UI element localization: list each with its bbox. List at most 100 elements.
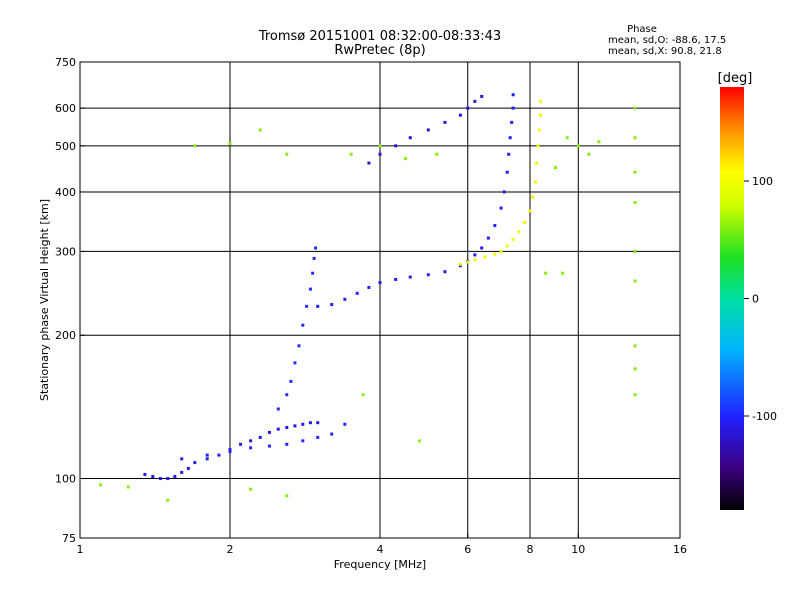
data-point [301, 439, 305, 443]
data-point [473, 253, 477, 257]
data-point [633, 136, 637, 140]
data-point [533, 180, 537, 184]
data-point [511, 106, 515, 110]
data-point [312, 256, 316, 260]
data-point [249, 446, 253, 450]
y-tick-label: 300 [55, 245, 76, 258]
data-point [355, 291, 359, 295]
y-tick-label: 400 [55, 186, 76, 199]
x-tick-label: 6 [464, 543, 471, 556]
x-tick-label: 4 [377, 543, 384, 556]
stats-o-mode: mean, sd,O: -88.6, 17.5 [608, 35, 726, 46]
data-point [193, 461, 197, 465]
data-point [258, 435, 262, 439]
data-point [316, 435, 320, 439]
data-point [493, 252, 497, 256]
data-point [505, 244, 509, 248]
data-point [276, 427, 280, 431]
data-point [473, 258, 477, 262]
data-point [217, 453, 221, 457]
data-point [394, 144, 398, 148]
data-point [285, 152, 289, 156]
data-point [517, 230, 521, 234]
data-point [205, 457, 209, 461]
data-point [426, 273, 430, 277]
x-tick-label: 2 [227, 543, 234, 556]
data-point [158, 477, 162, 481]
y-tick-label: 200 [55, 329, 76, 342]
data-point [466, 106, 470, 110]
data-point [502, 190, 506, 194]
data-point [367, 161, 371, 165]
data-point [403, 157, 407, 161]
x-tick-label: 10 [571, 543, 585, 556]
data-point [480, 246, 484, 250]
data-point [126, 485, 130, 489]
data-point [180, 457, 184, 461]
data-point [408, 136, 412, 140]
data-point [483, 255, 487, 259]
data-point [378, 152, 382, 156]
data-point [99, 483, 103, 487]
data-point [378, 281, 382, 285]
data-point [143, 472, 147, 476]
data-point [426, 128, 430, 132]
data-point [499, 249, 503, 253]
colorbar-ticks: 100 0 -100 [744, 175, 777, 423]
stats-title: Phase [627, 24, 657, 35]
y-tick-label: 750 [55, 56, 76, 69]
data-point [285, 425, 289, 429]
data-point [285, 494, 289, 498]
data-point [276, 407, 280, 411]
data-point [186, 466, 190, 470]
data-point [553, 166, 557, 170]
data-point [378, 144, 382, 148]
y-tick-label: 75 [62, 532, 76, 545]
data-point [633, 344, 637, 348]
data-point [343, 422, 347, 426]
data-point [539, 113, 543, 117]
data-point [537, 128, 541, 132]
data-point [443, 270, 447, 274]
data-point [308, 421, 312, 425]
data-point [228, 449, 232, 453]
data-point [523, 221, 527, 225]
data-point [531, 195, 535, 199]
grid-lines [80, 62, 680, 538]
data-point [507, 152, 511, 156]
data-point [536, 144, 540, 148]
data-point [565, 136, 569, 140]
data-point [458, 262, 462, 266]
data-point [480, 94, 484, 98]
data-point [535, 161, 539, 165]
data-point [587, 152, 591, 156]
data-point [505, 170, 509, 174]
chart-subtitle: RwPretec (8p) [334, 43, 425, 58]
chart-title: Tromsø 20151001 08:32:00-08:33:43 [258, 29, 501, 44]
data-point [267, 430, 271, 434]
data-point [173, 474, 177, 478]
data-point [151, 474, 155, 478]
data-point [193, 144, 197, 148]
data-point [633, 367, 637, 371]
x-tick-label: 8 [527, 543, 534, 556]
data-point [239, 442, 243, 446]
y-tick-label: 600 [55, 102, 76, 115]
data-point [308, 287, 312, 291]
data-point [330, 303, 334, 307]
data-point [458, 113, 462, 117]
data-point [473, 99, 477, 103]
data-point [285, 442, 289, 446]
y-tick-label: 500 [55, 140, 76, 153]
data-point [297, 344, 301, 348]
y-axis-label: Stationary phase Virtual Height [km] [38, 199, 51, 401]
data-point [408, 275, 412, 279]
data-point [343, 297, 347, 301]
data-point [267, 444, 271, 448]
data-point [228, 448, 232, 452]
data-point [486, 236, 490, 240]
data-point [166, 477, 170, 481]
data-point [293, 361, 297, 365]
data-point [305, 304, 309, 308]
